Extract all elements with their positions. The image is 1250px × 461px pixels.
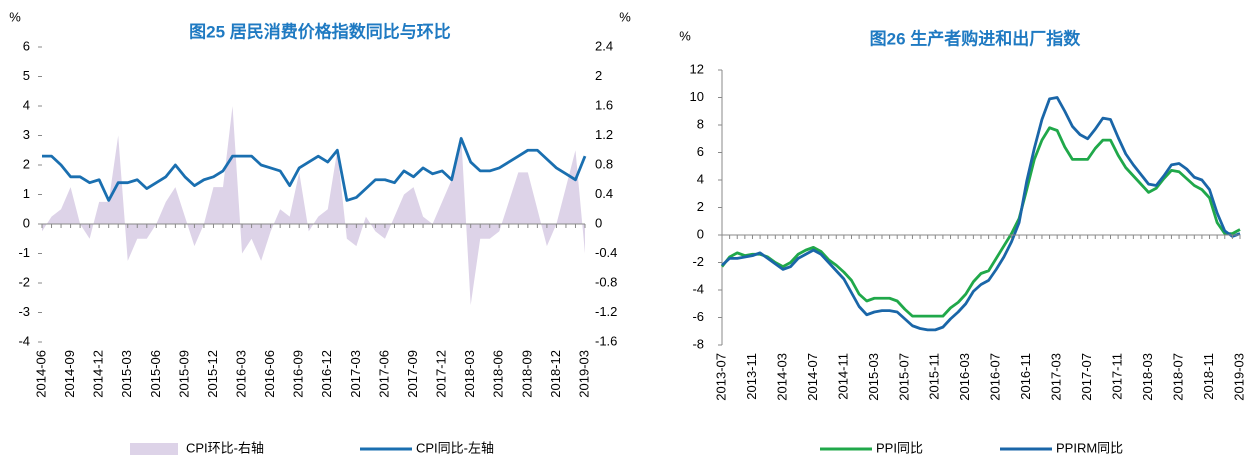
x-tick-label: 2017-03 (348, 350, 363, 398)
x-tick-label: 2016-06 (262, 350, 277, 398)
x-tick-label: 2015-03 (119, 350, 134, 398)
x-tick-label: 2018-06 (491, 350, 506, 398)
x-tick-label: 2013-11 (744, 353, 759, 400)
y-unit: % (9, 9, 21, 24)
y2-tick-label: 1.2 (595, 127, 613, 142)
y-tick-label: -6 (692, 309, 704, 324)
legend-label: PPIRM同比 (1056, 440, 1123, 455)
x-tick-label: 2018-03 (462, 350, 477, 398)
y-tick-label: 10 (690, 89, 704, 104)
line (721, 96, 1241, 332)
x-tick-label: 2015-07 (896, 353, 911, 401)
x-tick-label: 2014-09 (62, 350, 77, 398)
y-tick-label: 8 (697, 116, 704, 131)
y-tick-label: 0 (697, 226, 704, 241)
y-tick-label: 4 (23, 97, 30, 112)
y-tick-label: -3 (18, 304, 30, 319)
y-tick-label: 3 (23, 127, 30, 142)
x-tick-label: 2015-12 (205, 350, 220, 398)
y-unit: % (679, 28, 691, 43)
y-tick-label: -2 (692, 254, 704, 269)
chart: 图25 居民消费价格指数同比与环比% % -4 -3 -2 -1 0 1 2 3 4 5 6 -1.6 -1… (9, 9, 631, 455)
x-tick-label: 2016-12 (319, 350, 334, 398)
x-tick-label: 2016-07 (988, 353, 1003, 401)
legend-label: PPI同比 (876, 440, 923, 455)
y-tick-label: 12 (690, 61, 704, 76)
x-tick-label: 2018-11 (1201, 353, 1216, 400)
y2-tick-label: 2.4 (595, 38, 613, 53)
x-tick-label: 2016-03 (233, 350, 248, 398)
x-tick-label: 2014-06 (33, 350, 48, 398)
x-tick-label: 2017-03 (1049, 353, 1064, 401)
y-tick-label: 4 (697, 171, 704, 186)
x-tick-label: 2018-12 (548, 350, 563, 398)
y-tick-label: 0 (23, 215, 30, 230)
x-tick-label: 2015-06 (148, 350, 163, 398)
y-tick-label: 5 (23, 68, 30, 83)
chart-title: 图26 生产者购进和出厂指数 (870, 28, 1082, 48)
area (42, 106, 585, 306)
y2-tick-label: 0 (595, 215, 602, 230)
y2-tick-label: 0.4 (595, 186, 613, 201)
y2-tick-label: -0.4 (595, 245, 617, 260)
x-tick-label: 2016-11 (1018, 353, 1033, 400)
x-tick-label: 2017-12 (434, 350, 449, 398)
x-tick-label: 2014-03 (774, 353, 789, 401)
x-tick-label: 2018-09 (519, 350, 534, 398)
y-tick-label: -1 (18, 245, 30, 260)
legend-swatch (130, 443, 178, 455)
x-tick-label: 2016-09 (291, 350, 306, 398)
line (42, 137, 587, 202)
legend-label: CPI同比-左轴 (416, 440, 494, 455)
x-tick-label: 2018-03 (1140, 353, 1155, 401)
y-tick-label: -4 (18, 333, 30, 348)
y2-tick-label: -0.8 (595, 274, 617, 289)
chart-title: 图25 居民消费价格指数同比与环比 (189, 21, 451, 41)
chart: 图26 生产者购进和出厂指数% -8 -6 -4 -2 0 2 4 6 8 10 12 2013-07 2… (679, 28, 1246, 455)
x-tick-label: 2014-12 (91, 350, 106, 398)
y-tick-label: 6 (23, 38, 30, 53)
x-tick-label: 2017-11 (1110, 353, 1125, 400)
x-tick-label: 2013-07 (713, 353, 728, 401)
x-tick-label: 2018-07 (1170, 353, 1185, 401)
x-tick-label: 2019-03 (576, 350, 591, 398)
x-tick-label: 2015-03 (866, 353, 881, 401)
y-tick-label: -4 (692, 281, 704, 296)
x-tick-label: 2014-11 (835, 353, 850, 400)
y-tick-label: 2 (697, 199, 704, 214)
x-tick-label: 2017-06 (376, 350, 391, 398)
x-tick-label: 2015-09 (176, 350, 191, 398)
y-tick-label: 1 (23, 186, 30, 201)
x-tick-label: 2017-07 (1079, 353, 1094, 401)
y-tick-label: 6 (697, 144, 704, 159)
y2-tick-label: 0.8 (595, 156, 613, 171)
y-tick-label: -8 (692, 336, 704, 351)
y-tick-label: -2 (18, 274, 30, 289)
y2-tick-label: 1.6 (595, 97, 613, 112)
x-tick-label: 2015-11 (927, 353, 942, 400)
y2-tick-label: 2 (595, 68, 602, 83)
x-tick-label: 2017-09 (405, 350, 420, 398)
x-tick-label: 2014-07 (805, 353, 820, 401)
line (720, 126, 1241, 318)
x-tick-label: 2019-03 (1231, 353, 1246, 401)
y2-unit: % (619, 9, 631, 24)
legend-label: CPI环比-右轴 (186, 440, 264, 455)
y2-tick-label: -1.6 (595, 333, 617, 348)
y2-tick-label: -1.2 (595, 304, 617, 319)
y-tick-label: 2 (23, 156, 30, 171)
x-tick-label: 2016-03 (957, 353, 972, 401)
